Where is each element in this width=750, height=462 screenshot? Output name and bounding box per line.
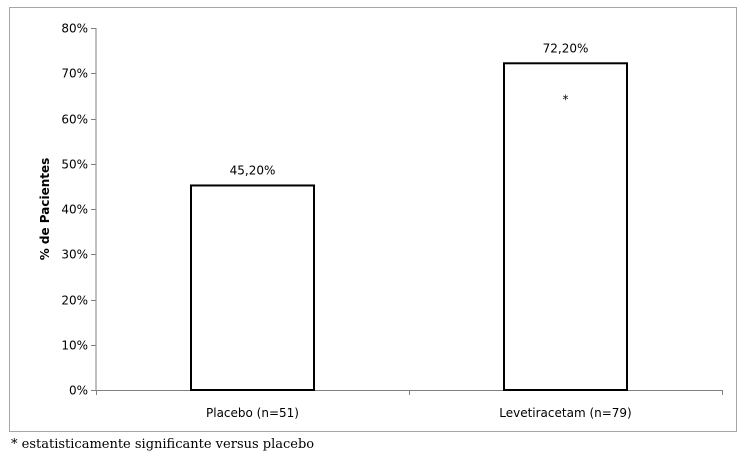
bar-value-label: 45,20% <box>230 163 276 177</box>
bar <box>190 184 315 391</box>
x-category-label: Placebo (n=51) <box>206 406 299 420</box>
y-axis-title: % de Pacientes <box>38 158 52 261</box>
significance-mark: * <box>563 92 569 106</box>
y-tick-label: 20% <box>61 294 88 308</box>
bar <box>503 62 628 391</box>
y-axis: 0% 10% 20% 30% 40% 50% 60% 70% 80% <box>61 22 97 398</box>
y-tick-label: 80% <box>61 22 88 36</box>
bars: 45,20% 72,20% * <box>190 41 628 391</box>
chart-frame <box>9 7 737 432</box>
y-tick-label: 60% <box>61 113 88 127</box>
y-tick-label: 50% <box>61 158 88 172</box>
y-tick-label: 40% <box>61 203 88 217</box>
x-category-label: Levetiracetam (n=79) <box>499 406 632 420</box>
bar-value-label: 72,20% <box>543 41 589 55</box>
footnote: * estatisticamente significante versus p… <box>11 437 315 452</box>
y-tick-label: 10% <box>61 339 88 353</box>
x-axis: Placebo (n=51) Levetiracetam (n=79) <box>96 390 723 420</box>
y-tick-label: 30% <box>61 248 88 262</box>
y-tick-label: 0% <box>69 384 88 398</box>
y-tick-label: 70% <box>61 67 88 81</box>
bar-chart: 0% 10% 20% 30% 40% 50% 60% 70% 80% Placebo (n=51… <box>38 22 723 420</box>
